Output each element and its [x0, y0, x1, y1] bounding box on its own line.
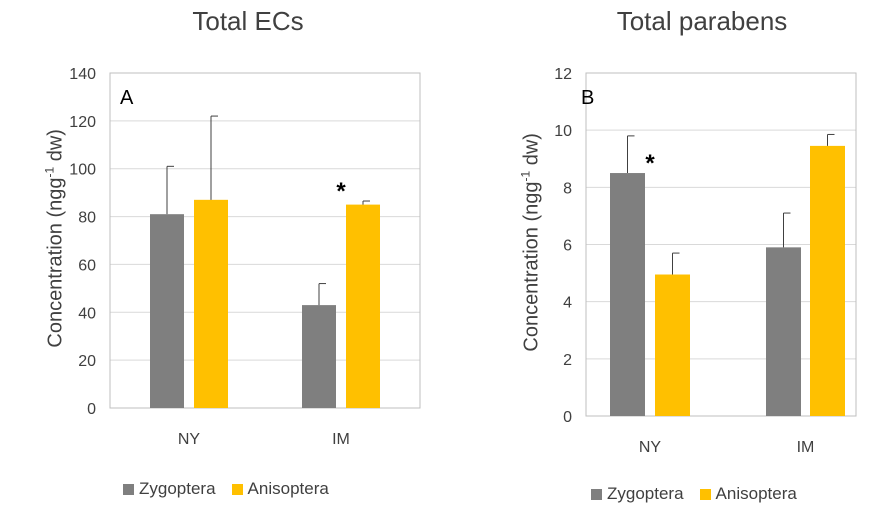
plot-frame: [585, 72, 857, 417]
y-tick-label: 0: [563, 409, 572, 426]
y-tick-label: 60: [78, 257, 96, 274]
y-tick-label: 2: [563, 352, 572, 369]
legend-swatch-anisoptera: [699, 488, 711, 500]
legend-item-zygoptera: Zygoptera: [591, 484, 684, 504]
y-tick-label: 6: [563, 238, 572, 255]
bar-zygoptera: [302, 305, 336, 408]
x-category-label: IM: [332, 431, 350, 448]
legend-label: Zygoptera: [139, 479, 216, 498]
bar-anisoptera: [194, 199, 228, 408]
legend-item-anisoptera: Anisoptera: [699, 484, 797, 504]
y-tick-label: 120: [69, 114, 96, 131]
legend-label: Zygoptera: [607, 484, 684, 503]
bar-anisoptera: [810, 145, 845, 416]
y-tick-label: 80: [78, 210, 96, 227]
y-tick-label: 40: [78, 305, 96, 322]
y-tick-label: 4: [563, 295, 572, 312]
chart-title: Total parabens: [616, 6, 788, 36]
significance-marker: *: [645, 150, 655, 177]
y-tick-label: 12: [554, 66, 572, 83]
significance-marker: *: [336, 178, 346, 205]
y-tick-label: 0: [87, 401, 96, 418]
bar-zygoptera: [150, 214, 184, 408]
legend-item-zygoptera: Zygoptera: [123, 479, 216, 499]
bar-anisoptera: [346, 204, 380, 408]
legend: Zygoptera Anisoptera: [591, 484, 813, 504]
y-tick-label: 20: [78, 353, 96, 370]
chart-panel-b: Total parabens Concentration (ngg-1 dw) …: [436, 0, 873, 508]
panel-letter: B: [581, 87, 594, 109]
chart-panel-a: Total ECs Concentration (ngg-1 dw) 0 20 40…: [0, 0, 436, 508]
bar-chart-b: 0 2 4 6 8 10 12 B NY IM *: [554, 66, 857, 456]
bar-zygoptera: [610, 173, 645, 416]
panel-letter: A: [120, 87, 134, 109]
legend: Zygoptera Anisoptera: [123, 479, 345, 499]
x-category-label: NY: [639, 439, 662, 456]
y-tick-label: 140: [69, 66, 96, 83]
x-category-label: IM: [797, 439, 815, 456]
legend-swatch-anisoptera: [231, 483, 243, 495]
y-tick-label: 100: [69, 162, 96, 179]
bar-anisoptera: [655, 274, 690, 416]
bar-chart-a: 0 20 40 60 80 100 120 140 A NY IM *: [69, 66, 421, 448]
legend-swatch-zygoptera: [591, 488, 602, 500]
bar-zygoptera: [766, 247, 801, 416]
plot-frame: [109, 72, 421, 409]
y-tick-label: 8: [563, 180, 572, 197]
legend-swatch-zygoptera: [123, 483, 134, 495]
y-tick-label: 10: [554, 123, 572, 140]
chart-title: Total ECs: [192, 6, 304, 36]
legend-label: Anisoptera: [715, 484, 797, 503]
legend-item-anisoptera: Anisoptera: [231, 479, 329, 499]
x-category-label: NY: [178, 431, 201, 448]
legend-label: Anisoptera: [247, 479, 329, 498]
